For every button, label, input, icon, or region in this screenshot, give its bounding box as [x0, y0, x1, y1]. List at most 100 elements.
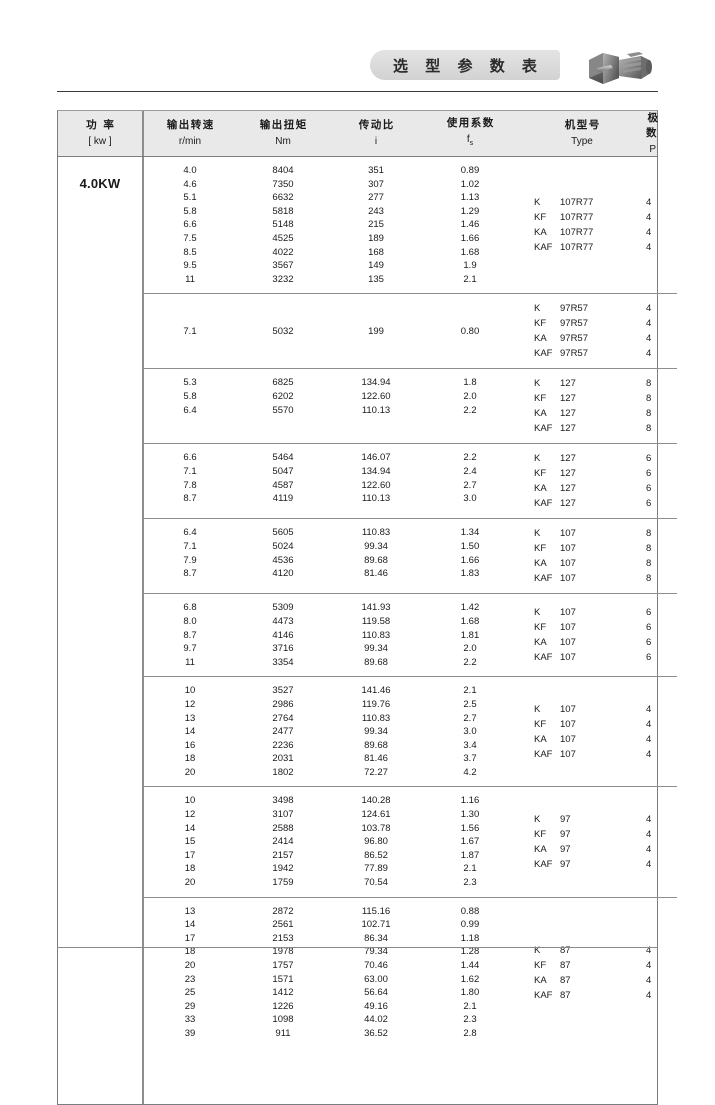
cell-service-factor: 1.80 — [460, 987, 480, 999]
cell-output-speed: 15 — [184, 836, 196, 848]
cell-ratio: 307 — [368, 178, 384, 190]
type-prefix: KF — [534, 318, 547, 330]
cell-ratio: 122.60 — [361, 479, 391, 491]
cell-output-speed: 4.6 — [183, 178, 197, 190]
cell-output-torque: 1802 — [272, 766, 294, 778]
type-model: 97 — [560, 844, 571, 856]
cell-output-torque: 2031 — [272, 753, 294, 765]
cell-output-speed: 8.7 — [183, 568, 197, 580]
cell-service-factor: 0.99 — [460, 919, 480, 931]
cell-output-torque: 3107 — [272, 809, 294, 821]
cell-ratio: 56.64 — [364, 987, 388, 999]
cell-output-torque: 5024 — [272, 540, 294, 552]
spec-block: 6.6 7.1 7.8 8.7 5464 5047 4587 4119 146.07 134.94… — [144, 444, 678, 520]
cell-output-speed: 7.5 — [183, 232, 197, 244]
cell-output-speed: 17 — [184, 849, 196, 861]
pole-value: 4 — [646, 748, 652, 760]
pole-value: 6 — [646, 483, 652, 495]
table-header-row: 功 率 [ kw ] 输出转速 r/min 输出扭矩 Nm 传动比 i 使用系数… — [58, 111, 658, 157]
column-header-output-torque: 输出扭矩 Nm — [236, 111, 330, 156]
cell-output-torque: 5309 — [272, 602, 294, 614]
cell-service-factor: 0.88 — [460, 905, 480, 917]
spec-block: 6.8 8.0 8.7 9.7 11 5309 4473 4146 3716 3354 141.93… — [144, 594, 678, 678]
cell-output-torque: 5148 — [272, 219, 294, 231]
column-header-type-en: Type — [571, 136, 593, 147]
column-ratio: 141.93 119.58 110.83 99.34 89.68 — [330, 601, 422, 669]
spec-block: 13 14 17 18 20 23 25 29 33 39 2872 2561 2153 1978 1757… — [144, 898, 677, 1104]
cell-service-factor: 1.50 — [460, 540, 480, 552]
spec-block: 5.3 5.8 6.4 6825 6202 5570 134.94 122.60 110.13 1… — [144, 369, 678, 445]
type-model: 107 — [560, 607, 576, 619]
spec-block: 4.0 4.6 5.1 5.8 6.6 7.5 8.5 9.5 11 8404 7350 6632 58… — [144, 157, 678, 295]
type-model: 107 — [560, 558, 576, 570]
cell-output-speed: 6.4 — [183, 404, 197, 416]
cell-output-torque: 2153 — [272, 932, 294, 944]
column-header-poles: 极 数 P — [646, 111, 686, 156]
table-body: 4.0KW 4.0 4.6 5.1 5.8 6.6 7.5 8.5 9.5 11 8404 7350… — [58, 157, 678, 1104]
pole-value: 4 — [646, 959, 652, 971]
cell-ratio: 70.46 — [364, 960, 388, 971]
column-output-speed: 10 12 14 15 17 18 20 — [144, 794, 236, 889]
type-prefix: KA — [534, 558, 547, 570]
cell-ratio: 243 — [368, 205, 384, 217]
type-row: KAF 97R57 — [534, 346, 646, 361]
type-model: 97 — [560, 829, 571, 841]
cell-output-torque: 2588 — [272, 822, 294, 834]
cell-output-torque: 3527 — [272, 685, 294, 697]
cell-output-speed: 4.0 — [183, 165, 197, 176]
type-prefix: KAF — [534, 348, 553, 360]
cell-output-torque: 5047 — [272, 465, 294, 477]
type-prefix: K — [534, 303, 541, 315]
column-ratio: 115.16 102.71 86.34 79.34 70.46 63.00 56.64 49.… — [330, 905, 422, 1041]
cell-ratio: 77.89 — [364, 863, 388, 875]
cell-output-speed: 12 — [184, 698, 196, 710]
cell-ratio: 189 — [368, 232, 384, 244]
pole-value: 6 — [646, 652, 652, 664]
numeric-columns: 6.6 7.1 7.8 8.7 5464 5047 4587 4119 146.07 134.94… — [144, 451, 518, 511]
type-and-poles: K 107 KF 107 KA 107 KAF 107 4 4 4 4 — [518, 684, 677, 779]
spec-block: 10 12 14 15 17 18 20 3498 3107 2588 2414 2157 1942 17… — [144, 787, 678, 898]
cell-ratio: 122.60 — [361, 390, 391, 402]
cell-ratio: 199 — [368, 325, 384, 337]
type-row: KAF 127 — [534, 496, 646, 511]
cell-service-factor: 1.87 — [460, 849, 480, 861]
type-model: 107 — [560, 543, 576, 555]
cell-service-factor: 1.67 — [460, 836, 480, 848]
cell-ratio: 135 — [368, 273, 384, 285]
type-prefix: KA — [534, 637, 547, 649]
cell-ratio: 215 — [368, 219, 384, 231]
cell-ratio: 81.46 — [364, 753, 388, 765]
column-ratio: 140.28 124.61 103.78 96.80 86.52 77.89 70.54 — [330, 794, 422, 889]
cell-output-speed: 7.8 — [183, 479, 197, 491]
column-output-speed: 6.6 7.1 7.8 8.7 — [144, 451, 236, 511]
spec-block-list: 4.0 4.6 5.1 5.8 6.6 7.5 8.5 9.5 11 8404 7350 6632 58… — [144, 157, 678, 1104]
cell-output-torque: 6632 — [272, 192, 294, 204]
type-and-poles: K 107 KF 107 KA 107 KAF 107 6 6 6 6 — [518, 601, 677, 669]
numeric-columns: 13 14 17 18 20 23 25 29 33 39 2872 2561 2153 1978 1757… — [144, 905, 518, 1041]
pole-value: 8 — [646, 423, 652, 435]
cell-service-factor: 1.34 — [460, 527, 480, 539]
cell-output-torque: 1942 — [272, 863, 294, 875]
cell-output-speed: 10 — [184, 795, 196, 807]
cell-service-factor: 2.4 — [463, 465, 477, 477]
cell-output-torque: 6825 — [272, 377, 294, 389]
spec-block: 7.1 5032 199 0.80 K 97R57 KF 97R57 KA 97R57 KAF 97R… — [144, 294, 678, 370]
cell-ratio: 99.34 — [364, 540, 388, 552]
cell-ratio: 110.83 — [361, 527, 391, 539]
gearbox-photo — [589, 52, 652, 84]
cell-output-speed: 23 — [184, 973, 196, 985]
column-header-service-factor-symbol: fs — [467, 132, 473, 151]
type-model: 107 — [560, 637, 576, 649]
specification-table: 功 率 [ kw ] 输出转速 r/min 输出扭矩 Nm 传动比 i 使用系数… — [57, 110, 678, 1105]
type-model: 107 — [560, 718, 576, 730]
type-row: KAF 107 — [534, 747, 646, 762]
pole-value: 4 — [646, 814, 652, 826]
column-ratio: 146.07 134.94 122.60 110.13 — [330, 451, 422, 511]
pole-value: 4 — [646, 974, 652, 986]
cell-output-torque: 3498 — [272, 795, 294, 807]
type-prefix: KF — [534, 212, 547, 224]
type-row: K 107 — [534, 702, 646, 717]
pole-value: 4 — [646, 989, 652, 1001]
type-row: KA 107 — [534, 635, 646, 650]
cell-service-factor: 2.3 — [463, 877, 477, 889]
